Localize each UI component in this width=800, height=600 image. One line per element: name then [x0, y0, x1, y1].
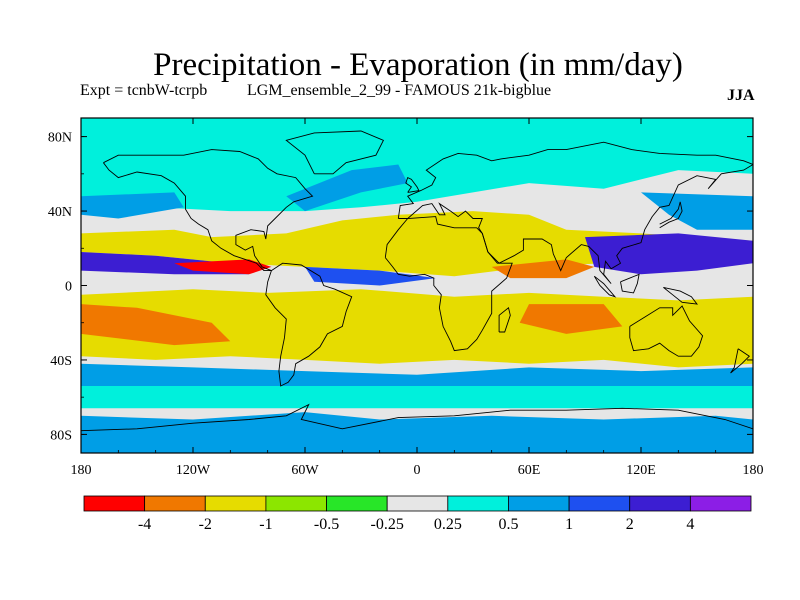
chart-title: Precipitation - Evaporation (in mm/day) — [153, 47, 683, 83]
season-label: JJA — [727, 87, 755, 104]
colorbar-swatch — [204, 495, 267, 512]
coast-australia — [629, 305, 704, 357]
colorbar-label: -0.25 — [371, 516, 404, 533]
coast-greenland — [285, 130, 385, 175]
colorbar-swatch — [508, 495, 570, 512]
x-tick-label: 120E — [626, 463, 656, 478]
colorbar-label: -0.5 — [314, 516, 339, 533]
colorbar-swatch — [144, 495, 206, 512]
x-tick-label: 60W — [291, 463, 319, 478]
field-north-atlantic-arctic-band — [81, 118, 753, 212]
colorbar-label: 4 — [686, 516, 694, 533]
field-southern-ocean-band — [81, 386, 753, 409]
colorbar-swatch — [629, 495, 691, 512]
colorbar-swatch — [447, 495, 509, 512]
field-north-pacific-storm-track — [641, 192, 753, 230]
x-tick-label: 120W — [176, 463, 211, 478]
coast-antarctica — [81, 403, 753, 432]
colorbar-swatch — [83, 495, 146, 512]
colorbar-label: 0.5 — [498, 516, 518, 533]
colorbar-label: -2 — [199, 516, 212, 533]
field-southern-ocean-wet — [81, 363, 753, 390]
field-west-pacific-monsoon — [585, 233, 753, 275]
map-axes: 180 120W 60W 0 60E 120E 180 80N 40N 0 40S 80S — [48, 118, 764, 478]
colorbar-label: -1 — [259, 516, 272, 533]
y-tick-label: 0 — [65, 280, 72, 295]
coast-eurasia — [397, 141, 753, 284]
coastlines — [81, 130, 753, 432]
x-tick-label: 60E — [518, 463, 541, 478]
coast-uk — [405, 176, 420, 193]
field-indian-ocean-dry — [491, 259, 595, 279]
y-tick-label: 40S — [50, 354, 72, 369]
y-tick-label: 40N — [48, 205, 72, 220]
x-tick-label: 180 — [743, 463, 764, 478]
field-itcz-atlantic — [305, 266, 436, 286]
colorbar-swatch — [568, 495, 631, 512]
coast-new-guinea — [663, 286, 698, 305]
ensemble-label: LGM_ensemble_2_99 - FAMOUS 21k-bigblue — [247, 82, 552, 99]
x-tick-label: 180 — [71, 463, 92, 478]
precip-evap-field — [81, 118, 753, 453]
field-north-atlantic-storm-track — [286, 164, 408, 212]
colorbar-swatch — [386, 495, 449, 512]
colorbar: -4 -2 -1 -0.5 -0.25 0.25 0.5 1 2 4 — [83, 495, 752, 533]
coast-new-zealand — [730, 348, 751, 374]
coast-sumatra — [593, 275, 617, 298]
coast-japan — [659, 201, 683, 229]
experiment-label: Expt = tcnbW-tcrpb — [80, 82, 208, 99]
coast-borneo — [620, 273, 640, 294]
field-east-pacific-dry — [174, 259, 272, 275]
field-south-pacific-dry — [519, 304, 623, 334]
coast-madagascar — [498, 307, 511, 333]
colorbar-swatch — [326, 495, 388, 512]
colorbar-label: -4 — [138, 516, 151, 533]
coast-africa — [384, 216, 513, 352]
colorbar-label: 1 — [565, 516, 573, 533]
y-tick-label: 80N — [48, 131, 72, 146]
colorbar-swatch — [265, 495, 327, 512]
field-south-pacific-dry — [81, 304, 231, 346]
x-tick-label: 0 — [414, 463, 421, 478]
field-north-pacific-storm-track — [81, 192, 184, 219]
colorbar-swatch — [689, 495, 752, 512]
colorbar-label: 2 — [626, 516, 634, 533]
coast-north-america — [103, 149, 314, 272]
field-antarctic-wet — [81, 412, 753, 453]
y-tick-label: 80S — [50, 428, 72, 443]
coast-south-america — [265, 262, 353, 387]
colorbar-label: 0.25 — [434, 516, 462, 533]
